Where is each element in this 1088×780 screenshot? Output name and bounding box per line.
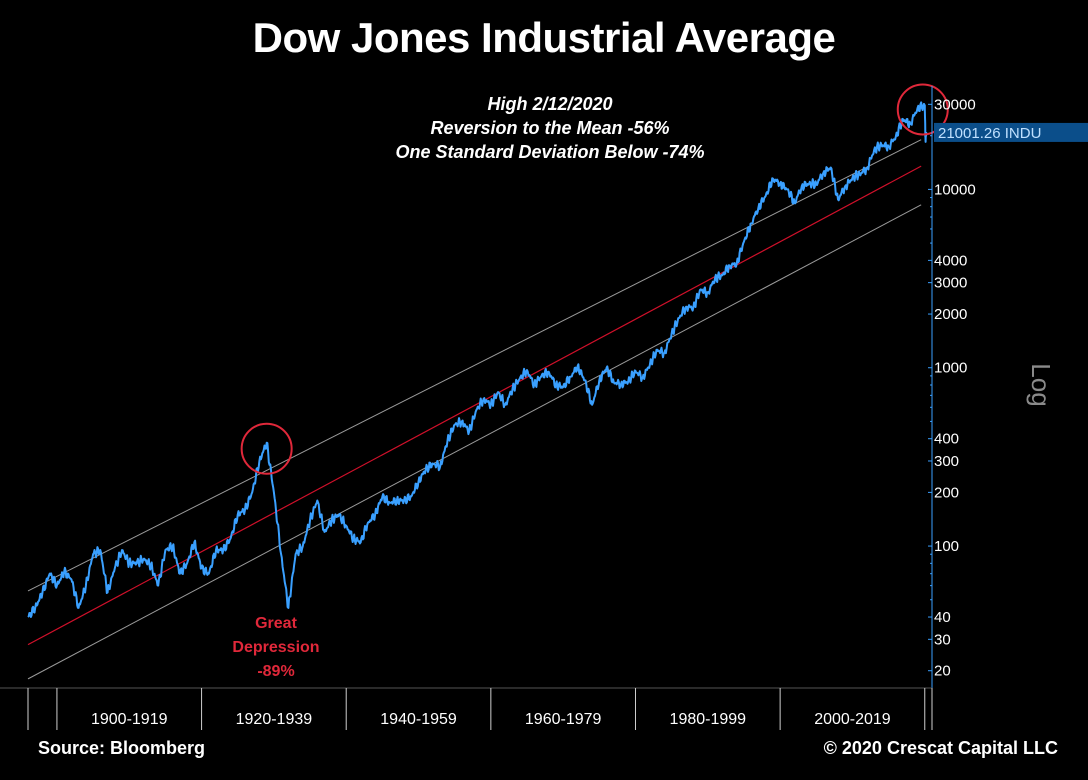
source-label: Source: Bloomberg (38, 738, 206, 758)
copyright-label: © 2020 Crescat Capital LLC (823, 738, 1058, 758)
annotation-box: High 2/12/2020 Reversion to the Mean -56… (300, 92, 800, 164)
annotation-high-date: High 2/12/2020 (487, 94, 613, 114)
x-period-label-1920-1939: 1920-1939 (236, 711, 313, 728)
y-tick-label-2000: 2000 (934, 306, 967, 323)
highlight-circle-2020-high (896, 83, 949, 136)
y-tick-label-20: 20 (934, 663, 951, 680)
x-period-label-1980-1999: 1980-1999 (670, 711, 747, 728)
y-tick-label-1000: 1000 (934, 360, 967, 377)
y-tick-label-3000: 3000 (934, 275, 967, 292)
chart-title: Dow Jones Industrial Average (252, 14, 836, 61)
y-tick-label-100: 100 (934, 538, 959, 555)
trend-line-upper-band (27, 139, 922, 592)
y-axis-title: Log (1026, 363, 1056, 406)
last-value-label: 21001.26 INDU (938, 125, 1041, 142)
depression-label-line-1: Depression (232, 639, 319, 656)
y-tick-label-300: 300 (934, 453, 959, 470)
y-tick-label-4000: 4000 (934, 252, 967, 269)
y-tick-label-30: 30 (934, 631, 951, 648)
depression-label-line-2: -89% (257, 663, 294, 680)
y-tick-label-10000: 10000 (934, 181, 976, 198)
x-period-label-1940-1959: 1940-1959 (380, 711, 457, 728)
highlight-circle-1929-peak (240, 422, 293, 475)
y-tick-label-400: 400 (934, 431, 959, 448)
trend-line-lower-band (27, 204, 922, 680)
y-tick-label-40: 40 (934, 609, 951, 626)
annotation-stddev: One Standard Deviation Below -74% (395, 142, 705, 162)
indu-price-line (27, 101, 928, 618)
annotation-reversion: Reversion to the Mean -56% (430, 118, 670, 138)
x-period-label-1900-1919: 1900-1919 (91, 711, 168, 728)
last-value-box (934, 122, 1088, 142)
y-tick-label-30000: 30000 (934, 96, 976, 113)
x-period-label-2000-2019: 2000-2019 (814, 711, 891, 728)
depression-label-line-0: Great (255, 615, 297, 632)
y-tick-label-200: 200 (934, 484, 959, 501)
x-period-label-1960-1979: 1960-1979 (525, 711, 602, 728)
